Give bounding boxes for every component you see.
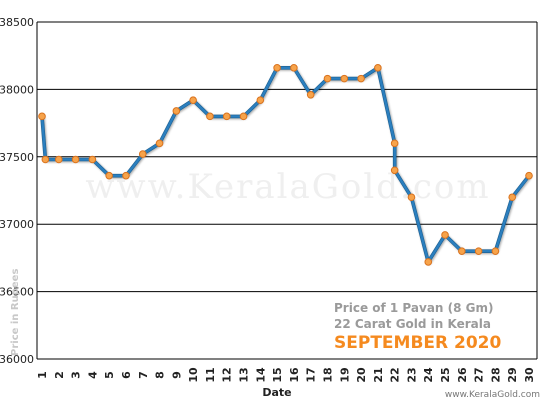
x-tick-label: 14 [254, 367, 267, 383]
x-tick-label: 26 [456, 367, 469, 383]
x-tick-label: 6 [120, 371, 133, 379]
grid-layer [37, 21, 537, 360]
x-tick-label: 22 [389, 367, 402, 382]
x-tick-label: 9 [170, 371, 183, 379]
x-tick-label: 18 [321, 367, 334, 382]
y-tick-label: 36000 [0, 353, 34, 366]
line-layer [40, 66, 531, 264]
y-tick-label: 37500 [0, 151, 34, 164]
x-tick-label: 13 [238, 367, 251, 382]
series-line [40, 66, 531, 264]
x-tick-label: 10 [187, 367, 200, 383]
data-point [290, 64, 298, 72]
axis-layer [36, 22, 538, 359]
data-point [441, 231, 449, 239]
y-tick-label: 38000 [0, 83, 34, 96]
x-tick-label: 16 [288, 367, 301, 383]
x-tick-label: 19 [338, 367, 351, 382]
x-tick-label: 25 [439, 367, 452, 382]
data-point [189, 96, 197, 104]
x-tick-label: 5 [103, 371, 116, 379]
data-point [122, 171, 130, 180]
x-axis-label: Date [262, 386, 291, 399]
x-tick-label: 17 [305, 367, 318, 382]
data-point [222, 112, 231, 121]
data-point [54, 155, 63, 164]
x-tick-label: 21 [372, 367, 385, 382]
x-tick-label: 24 [422, 367, 435, 383]
x-tick-label: 11 [204, 367, 217, 382]
x-tick-label: 7 [137, 371, 150, 379]
annotation-line1: Price of 1 Pavan (8 Gm) [334, 301, 494, 315]
x-tick-label: 29 [506, 367, 519, 382]
data-point [38, 112, 46, 121]
x-tick-label: 1 [36, 371, 49, 379]
data-point [525, 171, 533, 180]
x-tick-label: 2 [53, 371, 66, 379]
x-tick-label: 20 [355, 367, 368, 383]
data-point [206, 112, 214, 121]
data-point [374, 64, 382, 72]
x-tick-label: 8 [154, 371, 167, 379]
data-point [273, 64, 281, 72]
x-tick-label: 27 [473, 367, 486, 382]
data-point [390, 139, 399, 148]
x-tick-label: 15 [271, 367, 284, 382]
footer-text: www.KeralaGold.com [445, 390, 540, 400]
data-point [88, 155, 97, 164]
x-tick-label: 23 [405, 367, 418, 382]
watermark: www.KeralaGold.com [85, 167, 490, 207]
data-point [357, 74, 365, 83]
y-tick-label: 36500 [0, 286, 34, 299]
data-point [508, 193, 517, 202]
y-axis-label: Price in Rupees [10, 269, 21, 356]
x-tick-label: 30 [523, 367, 536, 383]
y-tick-label: 38500 [0, 16, 34, 29]
data-point [71, 155, 80, 164]
data-point [172, 107, 181, 115]
series-line-shadow [40, 66, 531, 264]
data-point [407, 193, 416, 202]
x-tick-label: 28 [489, 367, 502, 382]
data-point [424, 258, 433, 266]
x-tick-label: 4 [86, 371, 99, 379]
data-point [138, 150, 147, 158]
data-point [105, 171, 113, 180]
x-tick-label: 12 [221, 367, 234, 382]
annotation-month: SEPTEMBER 2020 [334, 333, 502, 353]
x-tick-label: 3 [70, 371, 83, 379]
data-point [256, 96, 265, 104]
annotation-line2: 22 Carat Gold in Kerala [334, 317, 491, 331]
data-point [491, 247, 500, 255]
marker-layer [38, 64, 533, 266]
data-point [239, 112, 248, 121]
y-tick-label: 37000 [0, 218, 34, 231]
data-point [155, 139, 164, 148]
data-point [340, 74, 349, 83]
data-point [306, 90, 315, 99]
data-point [41, 155, 50, 164]
data-point [390, 166, 399, 175]
data-point [474, 247, 483, 255]
data-point [458, 247, 466, 255]
data-point [323, 74, 332, 83]
